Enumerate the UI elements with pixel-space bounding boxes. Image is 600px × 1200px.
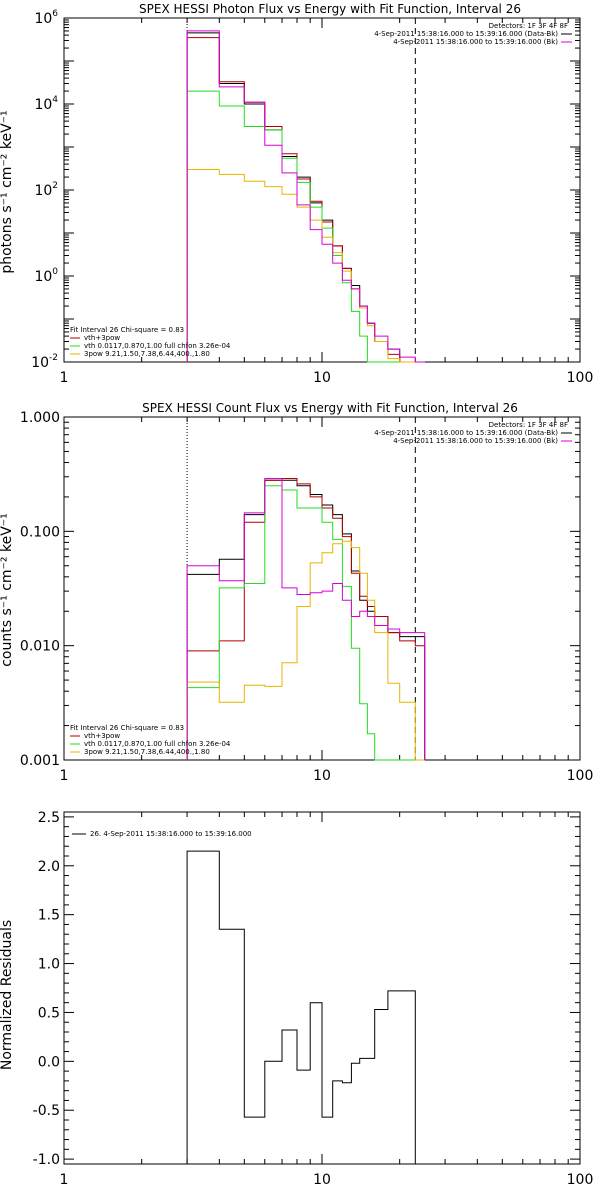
x-tick-label: 1 bbox=[60, 370, 69, 386]
y-tick-label: 0.0 bbox=[38, 1054, 60, 1070]
series-vth bbox=[186, 90, 425, 363]
y-tick-label: 106 bbox=[34, 9, 58, 27]
panel2-frame bbox=[63, 416, 581, 761]
legend-entry-label: 4-Sep-2011 15:38:16.000 to 15:39:16.000 … bbox=[374, 30, 558, 38]
y-tick-label: 100 bbox=[34, 267, 58, 285]
panel2-plot-area: 1 10 100 0.001 0.010 0.100 1.000 Detectors: 1F … bbox=[20, 410, 593, 784]
series-26-4-sep-2011-15-38-16-000-to-15-39-16-000 bbox=[186, 850, 416, 1164]
y-tick-label: 1.000 bbox=[20, 410, 60, 426]
series-bk bbox=[186, 30, 425, 363]
x-tick-label: 10 bbox=[313, 370, 331, 386]
panel2-title: SPEX HESSI Count Flux vs Energy with Fit… bbox=[142, 401, 518, 415]
legend-detectors: Detectors: 1F 3F 4F 8F bbox=[489, 421, 568, 429]
legend-detectors: Detectors: 1F 3F 4F 8F bbox=[489, 22, 568, 30]
panel1-ylabel: photons s⁻¹ cm⁻² keV⁻¹ bbox=[0, 110, 15, 273]
legend-entry-label: vth 0.0117,0.870,1.00 full chfon 3.26e-0… bbox=[84, 740, 231, 748]
x-tick-label: 100 bbox=[567, 768, 594, 784]
x-tick-label: 100 bbox=[567, 370, 594, 386]
series-vth-3pow bbox=[186, 37, 425, 363]
legend-entry-label: 4-Sep-2011 15:38:16.000 to 15:39:16.000 … bbox=[374, 429, 558, 437]
x-tick-label: 1 bbox=[60, 768, 69, 784]
y-tick-label: 0.5 bbox=[38, 1005, 60, 1021]
panel1-frame bbox=[63, 17, 581, 363]
y-tick-label: 0.010 bbox=[20, 639, 60, 655]
panel2-ylabel: counts s⁻¹ cm⁻² keV⁻¹ bbox=[0, 513, 15, 667]
series-bk bbox=[186, 478, 426, 760]
panel1-plot-area: 1 10 100 10-2 100 102 104 106 Detectors: 1F 3F 4… bbox=[31, 9, 593, 386]
legend-fit-interval: Fit Interval 26 Chi-square = 0.83 bbox=[70, 724, 184, 732]
legend-entry-label: vth+3pow bbox=[84, 334, 120, 342]
y-tick-label: 2.5 bbox=[38, 810, 60, 826]
panel3-ylabel: Normalized Residuals bbox=[0, 920, 15, 1070]
y-tick-label: 1.0 bbox=[38, 957, 60, 973]
legend-fit-interval: Fit Interval 26 Chi-square = 0.83 bbox=[70, 326, 184, 334]
legend-entry-label: vth+3pow bbox=[84, 732, 120, 740]
y-tick-label: 0.100 bbox=[20, 524, 60, 540]
legend-entry-label: 3pow 9.21,1.50,7.38,6.44,400.,1.80 bbox=[84, 748, 210, 756]
legend-entry-label: vth 0.0117,0.870,1.00 full chfon 3.26e-0… bbox=[84, 342, 231, 350]
y-tick-label: 10-2 bbox=[31, 353, 58, 371]
panel1-title: SPEX HESSI Photon Flux vs Energy with Fi… bbox=[139, 2, 521, 16]
series-data-bk bbox=[186, 479, 426, 760]
legend-entry-label: 3pow 9.21,1.50,7.38,6.44,400.,1.80 bbox=[84, 350, 210, 358]
x-tick-label: 10 bbox=[313, 1172, 331, 1188]
series-3pow bbox=[186, 169, 425, 363]
series-vth bbox=[186, 485, 425, 761]
x-tick-label: 10 bbox=[313, 768, 331, 784]
series-vth-3pow bbox=[186, 478, 426, 760]
y-tick-label: 1.5 bbox=[38, 908, 60, 924]
series-data-bk bbox=[186, 32, 425, 363]
panel-residuals: Normalized Residuals 1 10 100 -1.0 -0.5 0.0 0.… bbox=[0, 810, 593, 1188]
x-tick-label: 100 bbox=[567, 1172, 594, 1188]
panel-count-flux: SPEX HESSI Count Flux vs Energy with Fit… bbox=[0, 401, 593, 784]
y-tick-label: 102 bbox=[34, 181, 58, 199]
x-tick-label: 1 bbox=[60, 1172, 69, 1188]
legend-entry-label: 4-Sep-2011 15:38:16.000 to 15:39:16.000 … bbox=[393, 437, 558, 445]
legend-entry-label: 26. 4-Sep-2011 15:38:16.000 to 15:39:16.… bbox=[90, 830, 252, 838]
y-tick-label: -1.0 bbox=[33, 1152, 60, 1168]
y-tick-label: 2.0 bbox=[38, 859, 60, 875]
legend-entry-label: 4-Sep-2011 15:38:16.000 to 15:39:16.000 … bbox=[393, 38, 558, 46]
panel-photon-flux: SPEX HESSI Photon Flux vs Energy with Fi… bbox=[0, 2, 593, 386]
y-tick-label: 104 bbox=[34, 95, 58, 113]
panel3-plot-area: 1 10 100 -1.0 -0.5 0.0 0.5 1.0 1.5 2.0 2.5 26. 4-Se… bbox=[33, 810, 594, 1188]
y-tick-label: -0.5 bbox=[33, 1103, 60, 1119]
series-3pow bbox=[186, 540, 425, 761]
y-tick-label: 0.001 bbox=[20, 753, 60, 769]
